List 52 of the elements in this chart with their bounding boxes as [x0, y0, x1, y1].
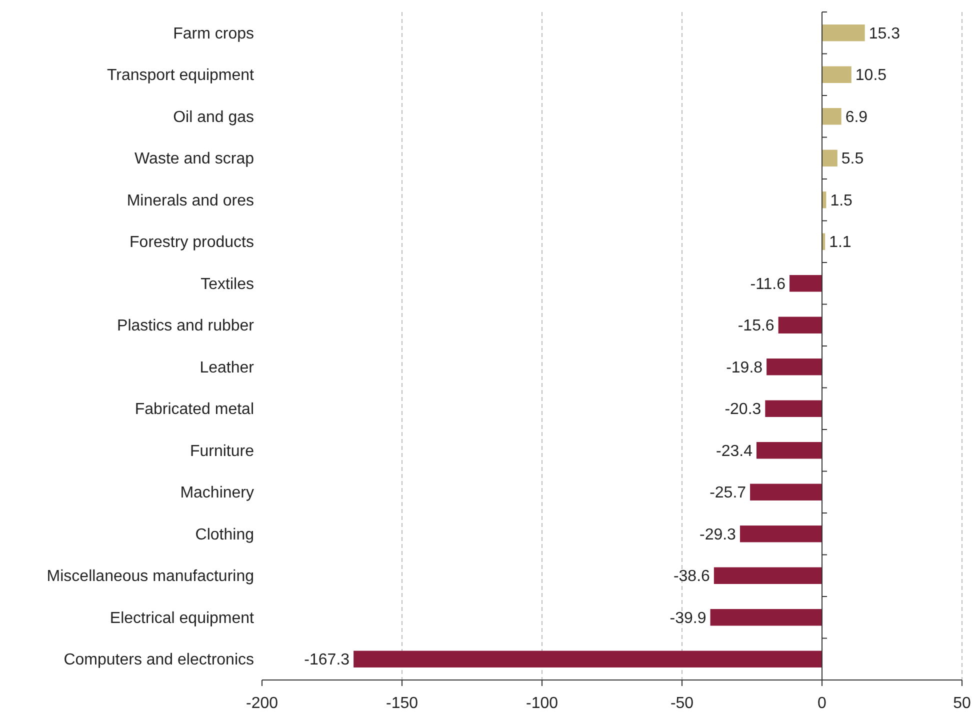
y-tick-label: Oil and gas	[173, 108, 254, 126]
y-tick-label: Plastics and rubber	[117, 318, 255, 335]
x-tick-label: -200	[246, 695, 278, 712]
y-tick-label: Forestry products	[130, 234, 254, 252]
bar	[750, 484, 822, 500]
data-label: -11.6	[750, 276, 786, 293]
y-tick-label: Machinery	[180, 484, 254, 502]
data-label: 6.9	[845, 108, 868, 126]
data-label: -23.4	[716, 442, 753, 460]
x-tick-label: 50	[953, 695, 971, 712]
data-label: -19.8	[726, 359, 763, 376]
data-label: -38.6	[673, 568, 710, 586]
bar	[714, 567, 822, 584]
bar	[740, 526, 822, 542]
y-tick-label: Electrical equipment	[110, 610, 255, 627]
data-label: 5.5	[841, 150, 864, 168]
data-label: -15.6	[738, 318, 774, 335]
y-tick-label: Minerals and ores	[126, 192, 254, 210]
y-tick-label: Waste and scrap	[134, 150, 254, 168]
x-tick-label: 0	[818, 695, 827, 712]
x-tick-label: -150	[386, 695, 418, 712]
bar	[710, 609, 822, 626]
data-label: -29.3	[699, 526, 736, 544]
y-tick-label: Farm crops	[173, 25, 254, 42]
y-tick-label: Furniture	[190, 442, 254, 460]
bar	[765, 400, 822, 417]
data-label: 10.5	[855, 67, 887, 84]
data-label: -25.7	[710, 484, 746, 502]
data-label: -167.3	[304, 652, 350, 669]
bar	[790, 275, 822, 292]
y-tick-label: Transport equipment	[106, 67, 255, 84]
y-tick-label: Textiles	[200, 276, 254, 293]
bar	[822, 150, 838, 166]
bar	[354, 650, 822, 668]
y-tick-label: Clothing	[195, 526, 254, 544]
data-label: 1.5	[830, 192, 853, 210]
x-tick-label: -100	[526, 695, 558, 712]
y-tick-label: Computers and electronics	[64, 652, 254, 669]
bar	[822, 66, 852, 83]
data-label: -39.9	[670, 610, 706, 627]
data-label: 15.3	[868, 25, 900, 42]
bar	[778, 316, 822, 334]
bar	[756, 442, 822, 459]
x-tick-label: -50	[670, 695, 694, 712]
bar	[822, 108, 842, 125]
bar	[822, 24, 865, 42]
bar	[766, 358, 822, 376]
data-label: -20.3	[724, 401, 762, 418]
y-tick-label: Miscellaneous manufacturing	[46, 568, 254, 586]
y-tick-label: Leather	[200, 359, 255, 376]
data-label: 1.1	[829, 234, 852, 252]
y-tick-label: Fabricated metal	[134, 401, 254, 418]
